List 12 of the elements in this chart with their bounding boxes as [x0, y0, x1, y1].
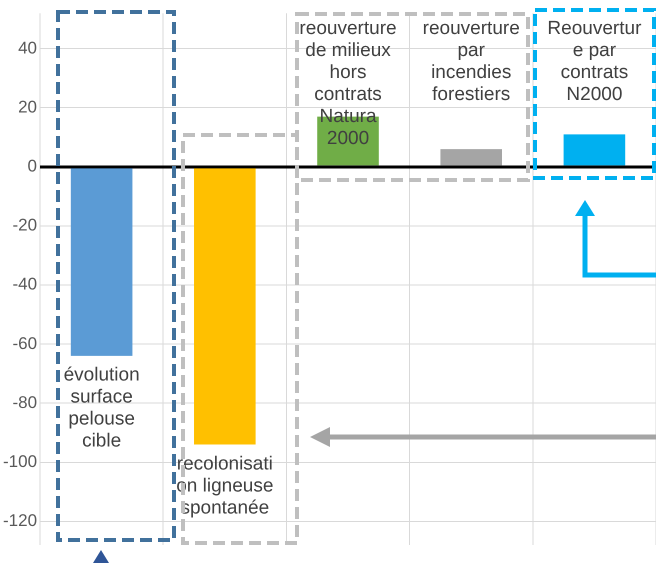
y-tick-label: -40: [12, 274, 38, 294]
y-tick-label: -80: [12, 392, 38, 412]
x-tick-label: reouverture par incendies forestiers: [422, 18, 520, 105]
y-tick-label: -100: [2, 452, 38, 471]
y-tick-label: -20: [12, 216, 38, 235]
y-tick-label: 20: [18, 97, 38, 116]
y-tick-label: -60: [12, 334, 38, 353]
x-tick-label: Reouverture par contrats N2000: [547, 18, 642, 105]
y-tick-label: -120: [2, 511, 38, 530]
x-tick-label: évolution surface pelouse cible: [64, 364, 140, 452]
y-tick-label: 0: [28, 156, 38, 176]
y-tick-label: 40: [18, 38, 38, 58]
